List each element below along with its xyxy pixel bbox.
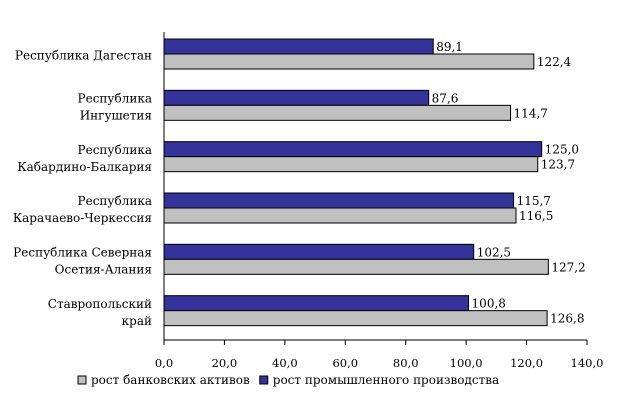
x-tick-label-5: 100,0: [450, 356, 483, 370]
x-tick-label-2: 40,0: [272, 356, 298, 370]
value-label-industry-4: 102,5: [477, 245, 511, 259]
category-label-1-1: Ингушетия: [80, 109, 152, 123]
category-label-2-1: Кабардино-Балкария: [17, 160, 152, 174]
legend-label-1: рост промышленного производства: [273, 373, 499, 387]
bar-bank-5: [163, 310, 548, 327]
bar-bank-1: [163, 104, 512, 121]
x-tick-label-6: 120,0: [510, 356, 543, 370]
bar-industry-1: [163, 89, 430, 106]
x-tick-label-3: 60,0: [332, 356, 358, 370]
bar-industry-4: [163, 243, 475, 260]
bar-industry-2: [163, 141, 543, 158]
value-label-industry-0: 89,1: [436, 40, 463, 54]
legend: рост банковских активов рост промышленног…: [77, 373, 499, 387]
value-label-bank-4: 127,2: [551, 260, 585, 274]
x-tick-label-0: 0,0: [155, 356, 173, 370]
value-label-industry-5: 100,8: [472, 297, 506, 311]
category-label-3-1: Карачаево-Черкессия: [13, 211, 152, 225]
bars-group: [163, 38, 549, 327]
category-label-5-0: Ставропольский: [48, 297, 152, 311]
bar-bank-2: [163, 156, 539, 173]
legend-swatch-0: [77, 375, 87, 385]
bar-industry-0: [163, 38, 434, 55]
value-label-industry-1: 87,6: [432, 91, 459, 105]
x-tick-label-7: 140,0: [571, 356, 604, 370]
value-label-bank-5: 126,8: [550, 312, 584, 326]
category-label-1-0: Республика: [78, 92, 152, 106]
legend-label-0: рост банковских активов: [91, 373, 250, 387]
category-label-5-1: край: [122, 314, 152, 328]
category-label-4-1: Осетия-Алания: [55, 263, 152, 277]
bar-bank-0: [163, 53, 535, 70]
category-label-0-0: Республика Дагестан: [15, 49, 152, 63]
bar-bank-3: [163, 207, 517, 224]
value-label-bank-2: 123,7: [541, 158, 575, 172]
bar-bank-4: [163, 258, 549, 275]
category-label-4-0: Республика Северная: [13, 246, 152, 260]
value-label-bank-3: 116,5: [519, 209, 553, 223]
category-labels-group: Республика Дагестан Республика Ингушетия Ре…: [13, 49, 152, 328]
x-axis: 0,0 20,0 40,0 60,0 80,0 100,0 120,0 140,0: [155, 32, 604, 370]
category-label-2-0: Республика: [78, 143, 152, 157]
value-label-bank-0: 122,4: [537, 55, 572, 69]
x-tick-label-1: 20,0: [212, 356, 238, 370]
legend-swatch-1: [259, 375, 269, 385]
bar-industry-5: [163, 295, 470, 312]
value-label-bank-1: 114,7: [514, 106, 548, 120]
x-tick-label-4: 80,0: [393, 356, 419, 370]
bar-industry-3: [163, 192, 515, 209]
value-label-industry-3: 115,7: [517, 194, 551, 208]
category-label-3-0: Республика: [78, 194, 152, 208]
value-label-industry-2: 125,0: [545, 143, 579, 157]
